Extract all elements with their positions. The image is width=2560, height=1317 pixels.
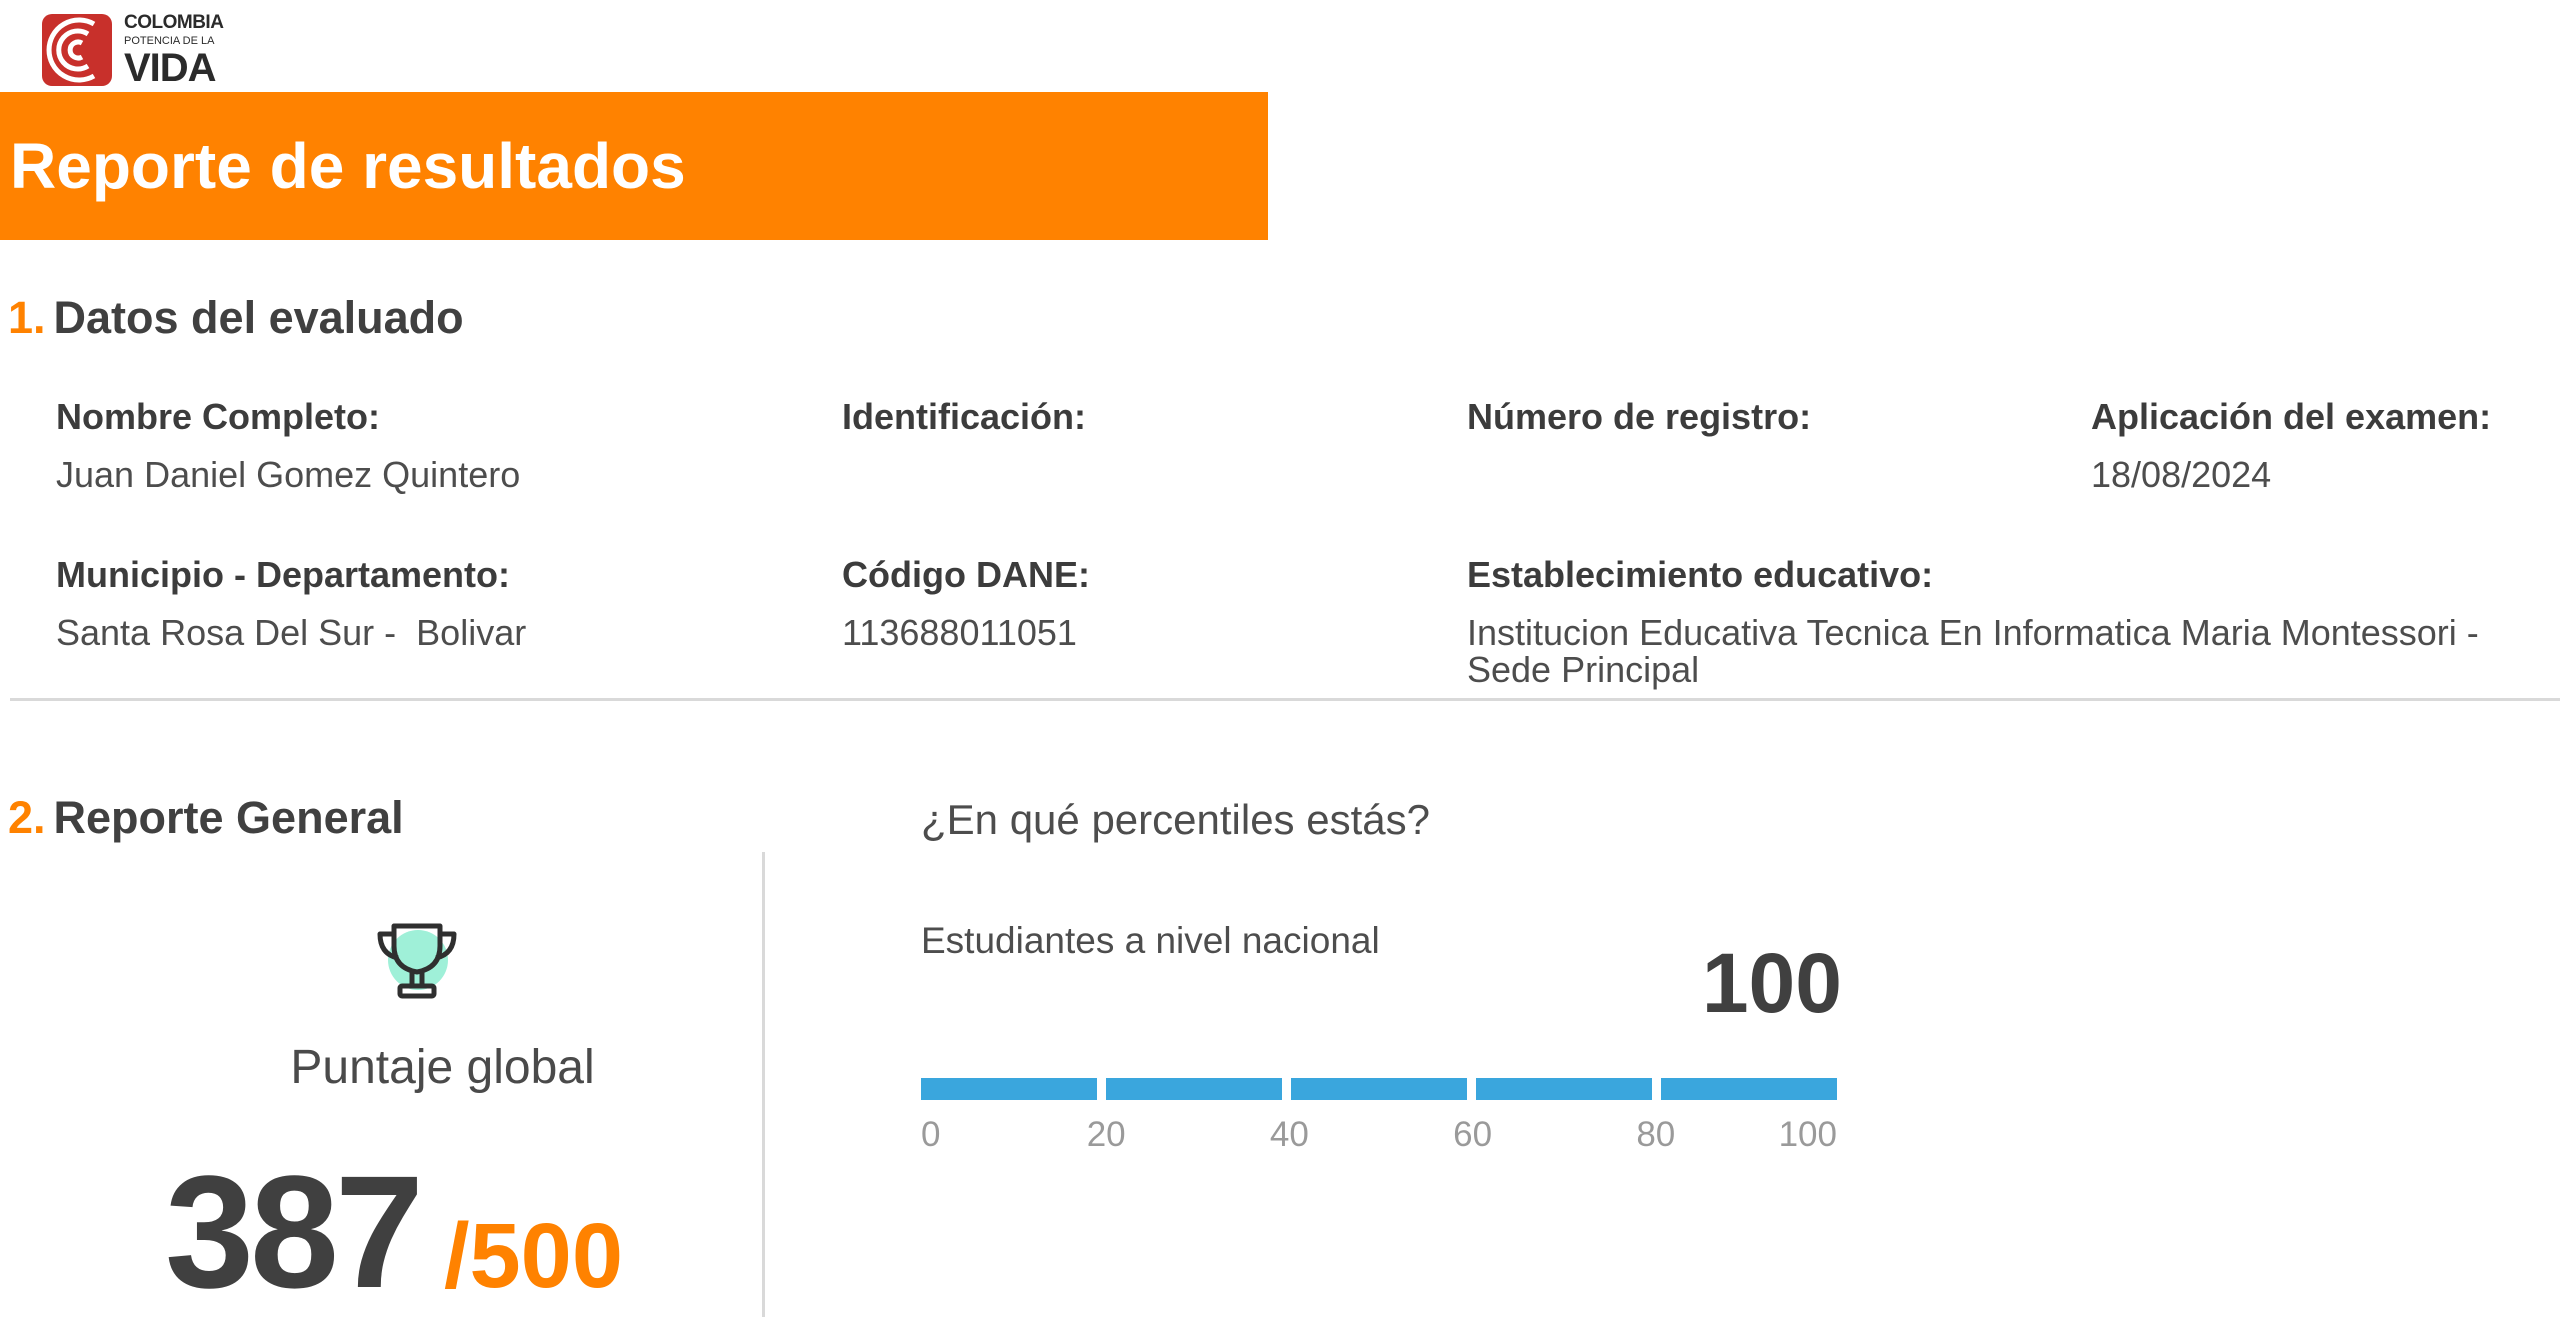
percentile-segment-fill (921, 1078, 1097, 1100)
field-value: 18/08/2024 (2091, 454, 2272, 495)
percentile-subtitle: Estudiantes a nivel nacional (921, 920, 1380, 961)
score-max: /500 (443, 1205, 624, 1307)
field-label: Municipio - Departamento: (56, 554, 511, 595)
field-label: Número de registro: (1467, 396, 1812, 437)
field-registro: Número de registro: (1467, 396, 1811, 456)
field-label: Establecimiento educativo: (1467, 554, 1934, 595)
field-value: Juan Daniel Gomez Quintero (56, 454, 521, 495)
percentile-tick-label: 80 (1636, 1115, 1675, 1154)
logo-wordmark: COLOMBIA POTENCIA DE LA VIDA (124, 12, 224, 90)
global-score: 387/500 (165, 1140, 623, 1317)
percentile-tick-label: 100 (1779, 1115, 1837, 1154)
field-municipio: Municipio - Departamento: Santa Rosa Del… (56, 554, 526, 651)
field-nombre: Nombre Completo: Juan Daniel Gomez Quint… (56, 396, 520, 493)
section-number: 2. (8, 792, 46, 843)
percentile-bar: 0 20 40 60 80 100 (921, 1078, 1837, 1154)
section-title: Datos del evaluado (53, 292, 464, 343)
section-heading-reporte: 2. Reporte General (8, 792, 404, 844)
field-label: Identificación: (842, 396, 1087, 437)
panel-divider (762, 852, 765, 1317)
colombia-logo-mark-icon (42, 14, 112, 86)
trophy-icon (377, 923, 457, 999)
percentile-tick-label: 20 (1087, 1115, 1126, 1154)
field-establecimiento: Establecimiento educativo: Institucion E… (1467, 554, 2487, 688)
percentile-tick-label: 60 (1453, 1115, 1492, 1154)
field-aplicacion: Aplicación del examen: 18/08/2024 (2091, 396, 2491, 493)
percentile-question: ¿En qué percentiles estás? (921, 796, 1430, 843)
score-label: Puntaje global (290, 1041, 595, 1094)
percentile-segment-fill (1291, 1078, 1467, 1100)
section-divider (10, 698, 2560, 701)
logo-line-3: VIDA (124, 46, 217, 90)
percentile-tick-label: 40 (1270, 1115, 1309, 1154)
section-title: Reporte General (53, 792, 404, 843)
field-label: Código DANE: (842, 554, 1090, 595)
field-identificacion: Identificación: (842, 396, 1086, 456)
field-value: Santa Rosa Del Sur - Bolivar (56, 612, 527, 653)
score-value: 387 (165, 1142, 424, 1317)
report-title: Reporte de resultados (10, 130, 686, 202)
percentile-segment-fill (1476, 1078, 1652, 1100)
field-label: Nombre Completo: (56, 396, 380, 437)
field-dane: Código DANE: 113688011051 (842, 554, 1090, 651)
logo-line-2: POTENCIA DE LA (124, 35, 215, 47)
colombia-logo: COLOMBIA POTENCIA DE LA VIDA (42, 12, 242, 88)
percentile-segment-fill (1106, 1078, 1282, 1100)
logo-line-1: COLOMBIA (124, 12, 224, 33)
field-value: Institucion Educativa Tecnica En Informa… (1467, 612, 2479, 690)
percentile-tick-label: 0 (921, 1115, 940, 1154)
section-number: 1. (8, 292, 46, 343)
report-title-banner: Reporte de resultados (0, 92, 1268, 240)
section-heading-datos: 1. Datos del evaluado (8, 292, 464, 344)
field-value: 113688011051 (842, 612, 1077, 653)
field-label: Aplicación del examen: (2091, 396, 2492, 437)
percentile-segment-fill (1661, 1078, 1837, 1100)
percentile-value: 100 (1701, 936, 1842, 1030)
